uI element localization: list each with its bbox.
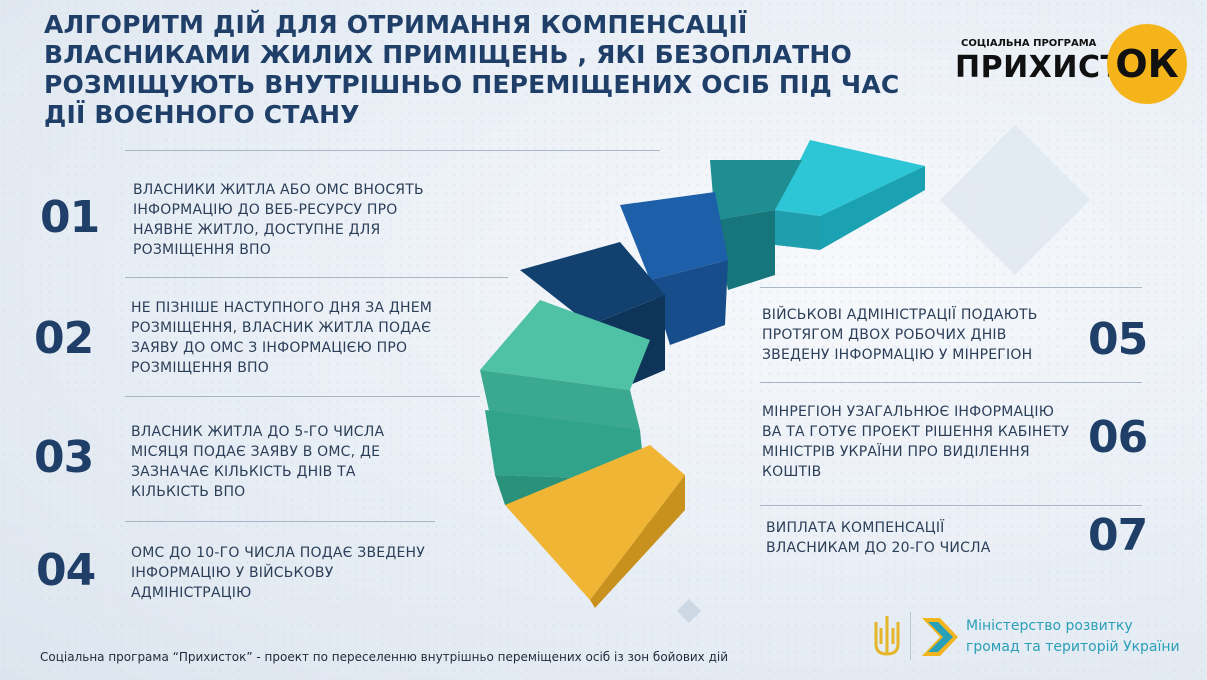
step-number-03: 03 [34, 432, 94, 483]
logo-ok-circle: ОК [1107, 24, 1187, 104]
step-text-06: Мінрегіон узагальнює інформацію ВА та го… [762, 404, 1070, 480]
ministry-line2: громад та територій України [966, 639, 1180, 655]
step-text-05: Військові адміністрації подають протягом… [762, 307, 1038, 363]
separator [760, 287, 1142, 288]
ministry-logo: Міністерство розвитку громад та територі… [868, 610, 1198, 666]
trident-icon [874, 616, 900, 656]
step-number-04: 04 [36, 545, 96, 596]
step-text-07: Виплата компенсації власникам до 20-го ч… [766, 520, 991, 556]
divider [910, 612, 911, 660]
step-number-07: 07 [1088, 510, 1148, 561]
ministry-name: Міністерство розвитку громад та територі… [966, 616, 1180, 658]
step-text-02: Не пізніше наступного дня за днем розміщ… [131, 300, 433, 376]
logo-wordmark: ПРИХИСТ [955, 50, 1122, 85]
step-number-02: 02 [34, 313, 94, 364]
ministry-line1: Міністерство розвитку [966, 618, 1133, 634]
separator [125, 277, 508, 278]
separator [760, 382, 1142, 383]
separator [125, 396, 480, 397]
footer-note: Соціальна програма “Прихисток” - проект … [40, 650, 729, 664]
diamond-decoration [677, 599, 701, 623]
step-number-05: 05 [1088, 314, 1148, 365]
step-text-01: Власники житла або ОМС вносять інформаці… [133, 182, 424, 258]
step-number-06: 06 [1088, 412, 1148, 463]
separator [125, 150, 660, 151]
diamond-decoration [940, 125, 1090, 275]
separator [125, 521, 435, 522]
step-text-03: Власник житла до 5-го числа місяця подає… [131, 424, 385, 500]
step-text-04: ОМС до 10-го числа подає зведену інформа… [131, 545, 425, 601]
separator [760, 505, 1142, 506]
prykhystok-logo: Соціальна програма ПРИХИСТ ОК [955, 24, 1195, 104]
chevron-icon [922, 618, 958, 656]
step-number-01: 01 [40, 192, 100, 243]
staircase-illustration [480, 140, 925, 608]
page-title: Алгоритм дій для отримання компенсації в… [44, 10, 900, 129]
logo-caption: Соціальна програма [961, 38, 1097, 49]
